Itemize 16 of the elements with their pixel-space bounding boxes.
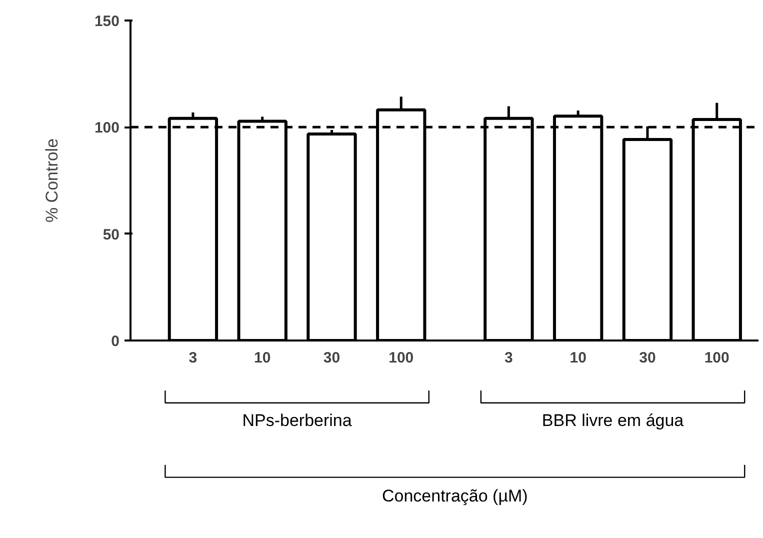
x-tick-label: 10 <box>570 350 586 366</box>
x-tick-label: 3 <box>188 350 198 366</box>
x-tick-label: 100 <box>388 350 414 366</box>
text: Concentração (µM) <box>382 486 528 506</box>
y-tick-label: 100 <box>94 120 120 137</box>
x-tick-label: 3 <box>504 350 513 366</box>
x-tick-label: 100 <box>704 350 730 366</box>
x-tick-label: 30 <box>639 350 656 366</box>
y-tick-label: 150 <box>94 13 120 30</box>
text: NPs-berberina <box>242 410 352 430</box>
x-tick-label: 30 <box>323 350 340 366</box>
y-axis-title: % Controle <box>42 138 62 223</box>
x-tick-label: 10 <box>254 350 271 366</box>
y-tick-label: 50 <box>102 226 120 244</box>
y-tick-label: 0 <box>111 333 120 350</box>
text: BBR livre em água <box>542 410 684 430</box>
